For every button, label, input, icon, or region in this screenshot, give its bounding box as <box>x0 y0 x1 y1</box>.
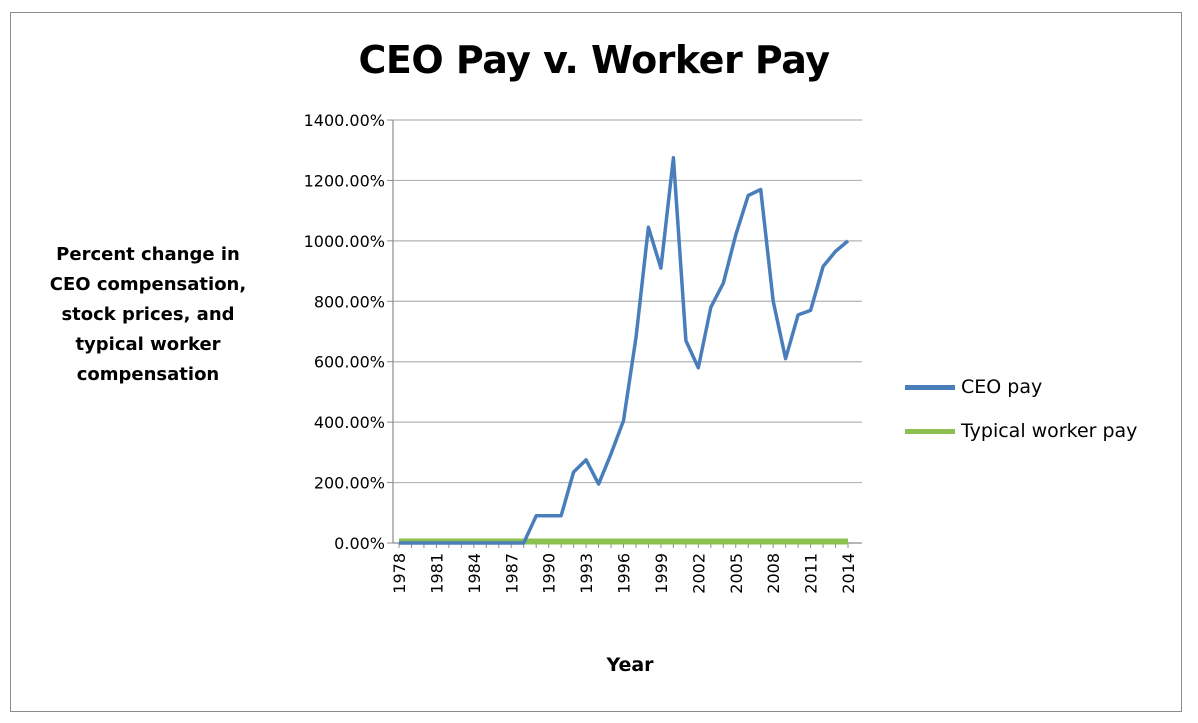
x-tick-label: 2005 <box>727 553 746 594</box>
x-tick-label: 1990 <box>540 553 559 594</box>
legend-label-ceo-pay: CEO pay <box>961 376 1043 398</box>
y-tick-label: 1400.00% <box>304 111 385 130</box>
x-tick-label: 2002 <box>689 553 708 594</box>
y-tick-label: 0.00% <box>334 534 385 553</box>
x-tick-label: 1981 <box>427 553 446 594</box>
y-tick-label: 600.00% <box>314 353 385 372</box>
x-tick-label: 1996 <box>615 553 634 594</box>
legend-item-worker-pay: Typical worker pay <box>905 409 1137 453</box>
x-tick-label: 2014 <box>839 553 858 594</box>
y-tick-label: 400.00% <box>314 413 385 432</box>
x-tick-label: 1993 <box>577 553 596 594</box>
legend: CEO pay Typical worker pay <box>905 365 1137 453</box>
y-tick-label: 200.00% <box>314 474 385 493</box>
chart-title: CEO Pay v. Worker Pay <box>358 38 831 82</box>
y-tick-label: 800.00% <box>314 292 385 311</box>
legend-swatch-worker-pay <box>905 428 955 434</box>
legend-item-ceo-pay: CEO pay <box>905 365 1137 409</box>
y-axis-label: Percent change in CEO compensation, stoc… <box>49 244 247 385</box>
y-tick-label: 1200.00% <box>304 171 385 190</box>
x-tick-label: 1987 <box>502 553 521 594</box>
series-line-ceo-pay <box>399 156 850 545</box>
x-tick-label: 1978 <box>390 553 409 594</box>
x-tick-label: 1984 <box>465 553 484 594</box>
legend-label-worker-pay: Typical worker pay <box>961 420 1138 442</box>
x-tick-label: 2008 <box>764 553 783 594</box>
x-axis-label: Year <box>606 654 654 676</box>
y-tick-label: 1000.00% <box>304 232 385 251</box>
x-tick-label: 2011 <box>802 553 821 594</box>
legend-swatch-ceo-pay <box>905 384 955 390</box>
x-tick-label: 1999 <box>652 553 671 594</box>
